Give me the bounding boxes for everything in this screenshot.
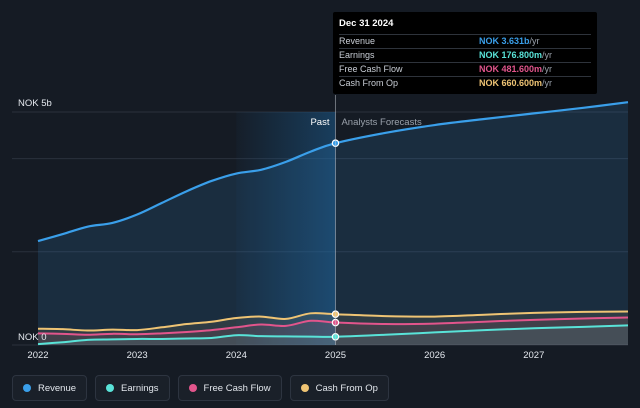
chart: NOK 5b NOK 0 Past Analysts Forecasts 2022 202… — [12, 95, 629, 361]
x-tick-2024: 2024 — [226, 350, 247, 361]
legend-item-earnings[interactable]: Earnings — [95, 375, 170, 401]
y-axis-bottom-label: NOK 0 — [18, 332, 47, 343]
legend-dot-icon — [106, 384, 115, 392]
tooltip-row-unit: /yr — [542, 64, 553, 74]
legend-dot-icon — [23, 384, 31, 392]
x-tick-2022: 2022 — [27, 350, 48, 361]
legend-label: Cash From Op — [315, 382, 378, 394]
x-tick-2026: 2026 — [424, 350, 445, 361]
x-tick-2027: 2027 — [523, 350, 544, 361]
tooltip-row-unit: /yr — [542, 78, 553, 88]
tooltip-row-label: Cash From Op — [339, 78, 399, 88]
tooltip-row: Free Cash Flow NOK 481.600m /yr — [339, 62, 591, 76]
free-cash-flow-line — [37, 316, 629, 336]
legend-label: Earnings — [121, 382, 159, 394]
forecast-label: Analysts Forecasts — [341, 117, 421, 128]
legend-label: Revenue — [38, 382, 77, 394]
tooltip-row-value: NOK 3.631b — [479, 36, 530, 46]
legend-item-revenue[interactable]: Revenue — [12, 375, 88, 401]
tooltip-row-value: NOK 660.600m — [479, 78, 543, 88]
legend-item-cash-from-op[interactable]: Cash From Op — [289, 375, 389, 401]
tooltip-row-value: NOK 176.800m — [479, 50, 543, 60]
legend-label: Free Cash Flow — [203, 382, 271, 394]
cash-from-op-area — [38, 311, 628, 345]
legend-dot-icon — [188, 384, 197, 392]
past-highlight — [236, 112, 336, 345]
tooltip-row-unit: /yr — [542, 50, 553, 60]
past-label: Past — [310, 117, 329, 128]
tooltip-row-unit: /yr — [529, 36, 540, 46]
tooltip-row-label: Earnings — [339, 50, 375, 60]
earnings-line — [37, 324, 629, 346]
cash-from-op-line — [37, 310, 629, 332]
tooltip-row: Revenue NOK 3.631b /yr — [339, 34, 591, 48]
tooltip-row-label: Revenue — [339, 36, 376, 46]
tooltip-row-value: NOK 481.600m — [479, 64, 543, 74]
tooltip: Dec 31 2024 Revenue NOK 3.631b /yr Earning… — [333, 12, 597, 94]
x-tick-2025: 2025 — [325, 350, 346, 361]
x-tick-2023: 2023 — [127, 350, 148, 361]
tooltip-row-label: Free Cash Flow — [339, 64, 403, 74]
legend-dot-icon — [300, 384, 309, 392]
y-axis-top-label: NOK 5b — [18, 98, 52, 109]
tooltip-row: Earnings NOK 176.800m /yr — [339, 48, 591, 62]
legend-item-free-cash-flow[interactable]: Free Cash Flow — [177, 375, 282, 401]
tooltip-row: Cash From Op NOK 660.600m /yr — [339, 76, 591, 90]
legend: Revenue Earnings Free Cash Flow Cash From O… — [12, 375, 389, 401]
revenue-line — [37, 101, 629, 243]
tooltip-date: Dec 31 2024 — [339, 18, 394, 29]
revenue-area — [38, 102, 628, 346]
